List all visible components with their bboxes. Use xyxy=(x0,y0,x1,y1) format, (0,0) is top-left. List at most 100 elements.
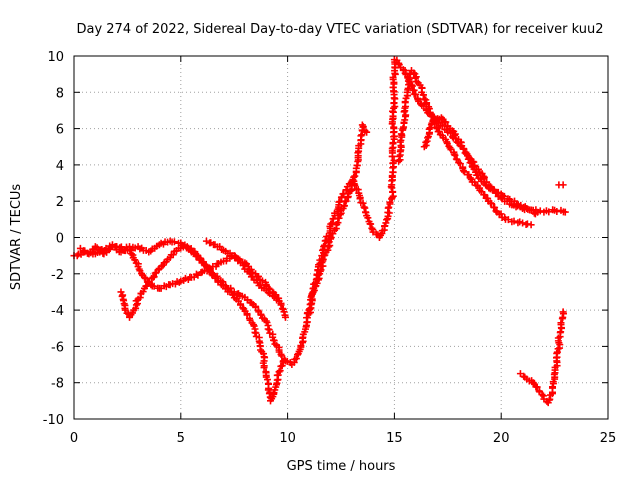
data-point xyxy=(192,270,200,278)
data-point xyxy=(383,216,391,224)
data-point xyxy=(292,355,300,363)
data-point xyxy=(368,224,376,232)
x-tick-label: 20 xyxy=(493,431,510,446)
data-point xyxy=(324,246,332,254)
data-point xyxy=(359,199,367,207)
data-point xyxy=(471,178,479,186)
data-point xyxy=(310,286,318,294)
data-point xyxy=(260,364,268,372)
data-point xyxy=(426,109,434,117)
data-point xyxy=(274,371,282,379)
data-point xyxy=(500,192,508,200)
plot-frame xyxy=(73,55,609,420)
data-point xyxy=(305,310,313,318)
y-tick-label: -2 xyxy=(51,268,64,283)
data-point xyxy=(208,270,216,278)
data-point xyxy=(411,74,419,82)
data-point xyxy=(412,90,420,98)
data-point xyxy=(367,220,375,228)
data-point xyxy=(465,155,473,163)
data-point xyxy=(169,251,177,259)
data-point xyxy=(519,219,527,227)
data-point xyxy=(351,172,359,180)
data-point xyxy=(488,200,496,208)
x-tick-label: 0 xyxy=(70,431,78,446)
data-point xyxy=(132,304,140,312)
y-tick-label: 10 xyxy=(47,50,64,65)
data-point xyxy=(390,156,398,164)
data-point xyxy=(492,207,500,215)
data-point xyxy=(419,91,427,99)
data-point xyxy=(280,308,288,316)
data-point xyxy=(504,216,512,224)
data-point xyxy=(275,297,283,305)
x-tick-labels: 0 5 10 15 20 25 xyxy=(70,431,616,446)
data-point xyxy=(364,214,372,222)
data-point xyxy=(442,118,450,126)
data-point xyxy=(559,181,567,189)
data-point xyxy=(255,272,263,280)
y-tick-label: -6 xyxy=(51,340,64,355)
data-point xyxy=(363,128,371,136)
data-point xyxy=(395,152,403,160)
data-point xyxy=(139,288,147,296)
data-point xyxy=(491,204,499,212)
data-point xyxy=(313,279,321,287)
data-point xyxy=(424,134,432,142)
data-point xyxy=(466,174,474,182)
grid-lines xyxy=(74,56,608,419)
data-point xyxy=(264,288,272,296)
data-point xyxy=(263,376,271,384)
data-point xyxy=(536,207,544,215)
data-point xyxy=(481,191,489,199)
data-point xyxy=(150,282,158,290)
x-tick-label: 5 xyxy=(177,431,185,446)
data-point xyxy=(170,238,178,246)
data-point xyxy=(97,246,105,254)
data-point xyxy=(278,362,286,370)
data-point xyxy=(533,383,541,391)
chart-title: Day 274 of 2022, Sidereal Day-to-day VTE… xyxy=(76,22,603,37)
data-point xyxy=(175,278,183,286)
y-tick-label: -8 xyxy=(51,377,64,392)
data-point xyxy=(401,98,409,106)
data-point xyxy=(118,292,126,300)
data-point xyxy=(204,263,212,271)
data-point xyxy=(559,308,567,316)
data-point xyxy=(456,160,464,168)
data-point xyxy=(277,301,285,309)
data-point xyxy=(275,368,283,376)
data-point xyxy=(150,273,158,281)
y-axis-label: SDTVAR / TECUs xyxy=(9,184,24,291)
data-point xyxy=(397,130,405,138)
data-point xyxy=(497,210,505,218)
data-point xyxy=(143,282,151,290)
data-point xyxy=(410,69,418,77)
x-tick-label: 25 xyxy=(600,431,617,446)
data-point xyxy=(390,123,398,131)
data-point xyxy=(527,221,535,229)
data-point xyxy=(459,167,467,175)
data-point xyxy=(197,254,205,262)
data-point xyxy=(279,357,287,365)
data-point xyxy=(314,271,322,279)
data-point xyxy=(460,145,468,153)
data-point xyxy=(465,171,473,179)
data-point xyxy=(356,195,364,203)
data-point xyxy=(557,319,565,327)
data-point xyxy=(335,214,343,222)
data-point xyxy=(245,268,253,276)
data-point xyxy=(342,197,350,205)
data-point xyxy=(278,352,286,360)
data-point xyxy=(385,203,393,211)
data-point xyxy=(306,305,314,313)
data-point xyxy=(327,234,335,242)
y-tick-label: 8 xyxy=(56,86,64,101)
data-point xyxy=(140,273,148,281)
data-point xyxy=(359,123,367,131)
data-point xyxy=(350,173,358,181)
y-tick-label: -4 xyxy=(51,304,64,319)
data-point xyxy=(127,250,135,258)
data-points xyxy=(70,56,569,407)
